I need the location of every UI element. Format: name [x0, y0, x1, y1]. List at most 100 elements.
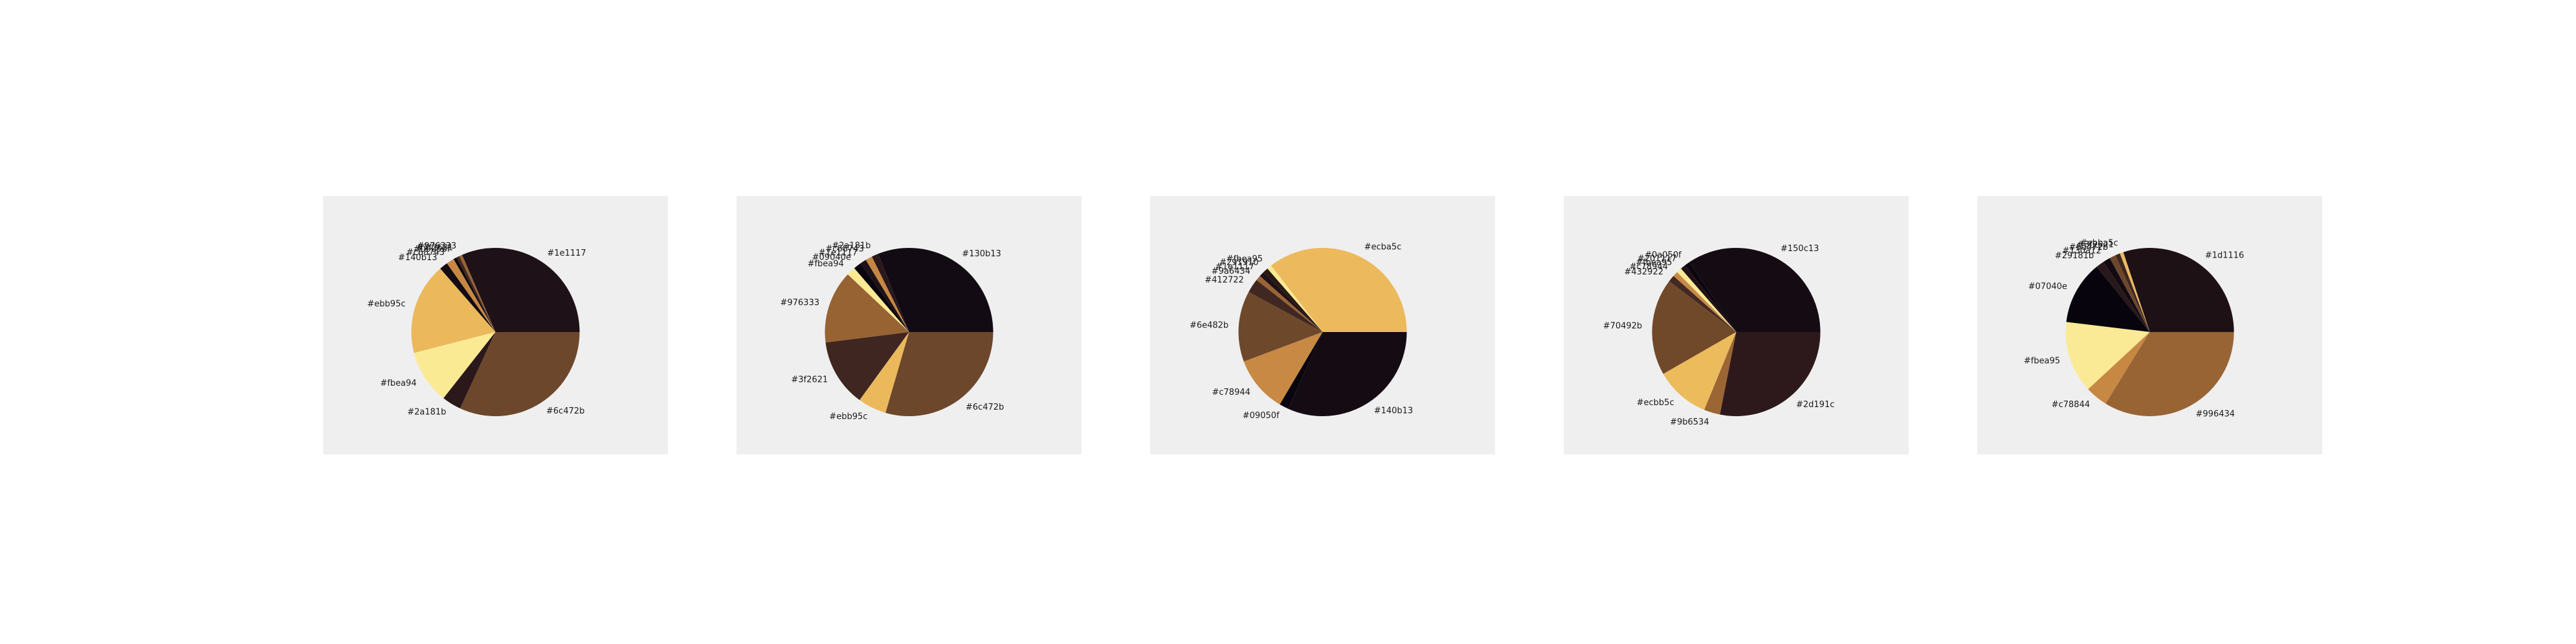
pie-slice — [2105, 332, 2234, 416]
slice-label: #09040e — [812, 253, 851, 263]
slice-label: #ebb95c — [829, 412, 867, 421]
slice-label: #2d191c — [1796, 400, 1834, 410]
slice-label: #fbea95 — [1227, 254, 1263, 264]
slice-label: #6c472b — [546, 406, 584, 416]
slice-label: #2a181b — [832, 241, 871, 250]
pie-slice — [878, 247, 994, 332]
pie-slice — [847, 268, 909, 332]
pie-slice — [1238, 292, 1323, 362]
slice-label: #996434 — [2195, 410, 2235, 419]
slice-label: #fbea94 — [380, 379, 416, 388]
slice-label: #c78844 — [2052, 400, 2090, 410]
slice-label: #fbea94 — [808, 259, 844, 269]
pie-slice — [2103, 258, 2150, 332]
pie-slice — [447, 259, 496, 332]
slice-label: #ecbb5c — [1637, 398, 1674, 408]
pie-slice — [1677, 268, 1737, 332]
pie-slice — [1256, 276, 1323, 332]
pie-slice — [885, 332, 994, 417]
pie-slice — [1704, 332, 1737, 415]
pie-chart-4: #150c13 #0a050f#201117#fbea95#c78944#4329… — [1564, 196, 1909, 454]
slice-label: #140b13 — [1374, 406, 1414, 416]
slice-label: #291910 — [1219, 258, 1259, 268]
pie-slice — [1288, 332, 1407, 416]
pie-slice — [1669, 276, 1737, 332]
slice-label: #70492b — [1603, 321, 1643, 331]
pie-slice — [1681, 265, 1737, 332]
pie-slice — [2115, 253, 2150, 332]
pie-slice — [411, 268, 496, 353]
pie-slice — [414, 332, 496, 399]
slice-label: #6d472b — [2069, 243, 2108, 252]
pie-slice — [1249, 280, 1323, 332]
slice-label: #1e1117 — [819, 249, 858, 258]
slice-label: #412722 — [1205, 276, 1244, 285]
pie-chart-2: #130b13 #2a181b#c68743#1e1117#09040e#fbea… — [737, 196, 1082, 454]
pie-slice — [860, 260, 909, 332]
pie-slice — [2096, 261, 2150, 332]
slice-label: #c68743 — [406, 248, 445, 258]
slice-label: #ebba5c — [2080, 238, 2118, 248]
slice-label: #0a050f — [1645, 250, 1682, 260]
pie-slice — [860, 332, 909, 413]
slice-label: #150c13 — [1781, 244, 1819, 254]
slice-label: #432922 — [1624, 267, 1663, 277]
slice-label: #fbea95 — [1636, 258, 1672, 268]
pie-slice — [2088, 332, 2150, 404]
slice-label: #3f2621 — [791, 375, 828, 385]
pie-slice — [1271, 247, 1407, 332]
pie-slice — [2066, 267, 2150, 332]
pie-slice — [1720, 332, 1821, 416]
pie-slice — [1673, 272, 1737, 332]
slice-label: #130a12 — [2062, 247, 2101, 256]
slice-label: #3f2621 — [2077, 240, 2114, 250]
slice-label: #ecba5c — [1364, 243, 1402, 252]
slice-label: #1d1116 — [2205, 250, 2245, 260]
slice-label: #2a181b — [407, 408, 446, 417]
pie-slice — [1663, 332, 1737, 410]
pie-slice — [2120, 252, 2150, 332]
slice-label: #6c472b — [966, 403, 1004, 412]
pie-slice — [854, 263, 909, 332]
slice-label: #ebb95c — [367, 299, 405, 309]
slice-label: #c78944 — [1630, 262, 1668, 272]
pie-slice — [440, 263, 496, 332]
slice-label: #140b13 — [398, 253, 438, 263]
slice-label: #07040e — [2028, 282, 2067, 291]
pie-slice — [2123, 248, 2234, 332]
slice-label: #fbea95 — [2024, 357, 2060, 366]
pie-slice — [2109, 255, 2150, 332]
pie-slice — [1263, 268, 1323, 332]
slice-label: #9a6434 — [1212, 267, 1250, 276]
pie-slice — [461, 247, 580, 332]
slice-label: #c68743 — [825, 245, 863, 254]
slice-label: #c78944 — [1212, 388, 1250, 397]
slice-label: #9b6534 — [1670, 417, 1709, 427]
pie-slice — [2065, 322, 2150, 390]
pie-slice — [1267, 265, 1323, 332]
slice-label: #201117 — [1638, 254, 1677, 264]
slice-label: #29181b — [2055, 251, 2094, 261]
pie-slice — [456, 256, 496, 332]
pie-slice — [1689, 248, 1821, 332]
pie-chart-1: #1e1117 #976333#3f2621#09050f#c68743#140b… — [323, 196, 668, 454]
slice-label: #130b13 — [962, 249, 1001, 259]
pie-chart-3: #ecba5c #fbea95#291910#1e1117#9a6434#4127… — [1150, 196, 1495, 454]
pie-slice — [1280, 332, 1323, 409]
pie-slice — [453, 257, 496, 332]
slice-label: #1e1117 — [547, 249, 586, 258]
pie-slice — [443, 332, 496, 408]
pie-chart-5: #1d1116 #ebba5c#3f2621#6d472b#130a12#2918… — [1977, 196, 2322, 454]
pie-slice — [871, 254, 909, 332]
slice-label: #976333 — [417, 241, 457, 251]
pie-slice — [825, 332, 909, 401]
pie-slice — [1652, 281, 1737, 374]
pie-slice — [1243, 332, 1323, 405]
pie-slice — [459, 254, 496, 332]
slice-label: #976333 — [780, 298, 819, 308]
pie-slice — [865, 256, 909, 332]
pie-slice — [825, 274, 909, 343]
slice-label: #6e482b — [1190, 320, 1228, 330]
pie-slice — [460, 332, 580, 416]
